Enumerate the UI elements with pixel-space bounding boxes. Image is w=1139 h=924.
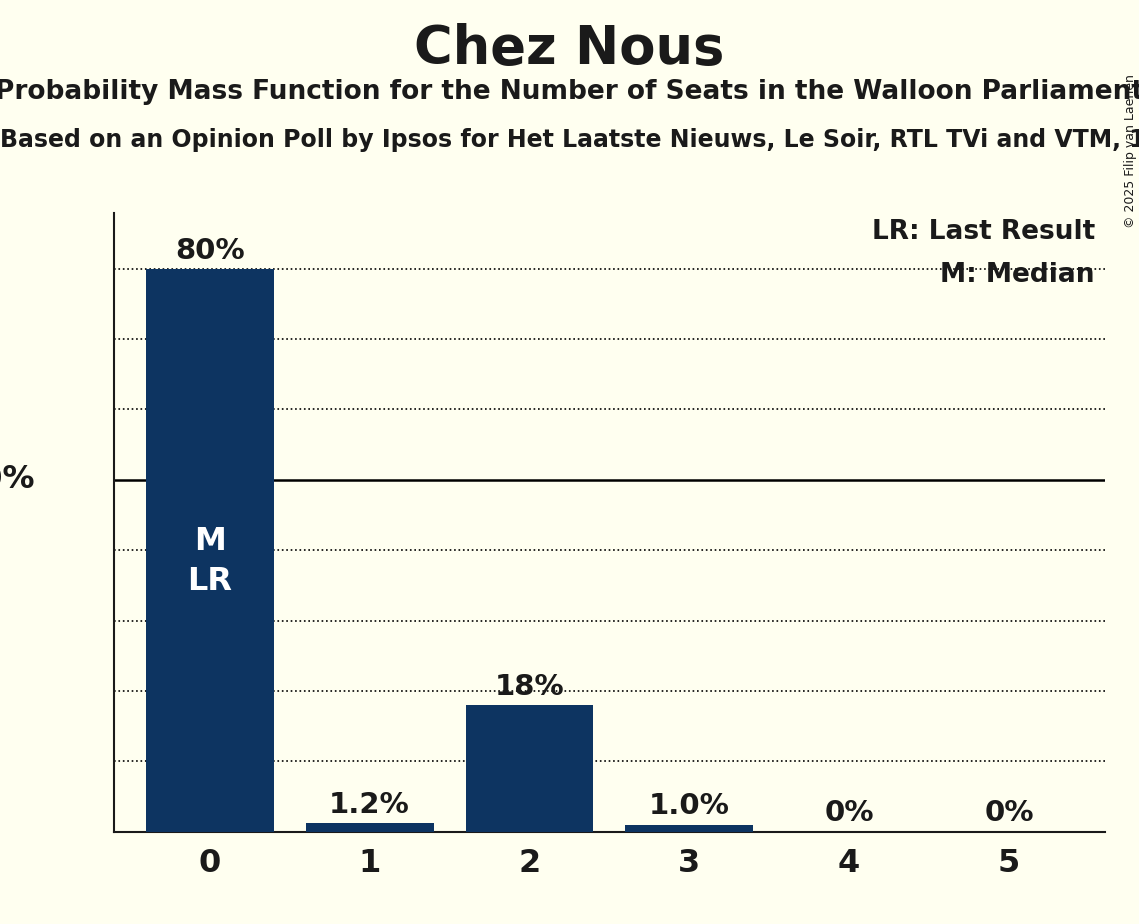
Text: Probability Mass Function for the Number of Seats in the Walloon Parliament: Probability Mass Function for the Number… (0, 79, 1139, 104)
Text: 80%: 80% (175, 237, 245, 264)
Text: 18%: 18% (494, 673, 564, 700)
Text: 1.2%: 1.2% (329, 791, 410, 819)
Bar (146, 269, 273, 832)
Text: Chez Nous: Chez Nous (415, 23, 724, 75)
Text: LR: Last Result: LR: Last Result (871, 219, 1095, 245)
Text: 50%: 50% (0, 465, 34, 495)
Text: 0%: 0% (825, 799, 874, 827)
Text: Based on an Opinion Poll by Ipsos for Het Laatste Nieuws, Le Soir, RTL TVi and V: Based on an Opinion Poll by Ipsos for He… (0, 128, 1139, 152)
Text: M: Median: M: Median (941, 262, 1095, 288)
Text: 1.0%: 1.0% (649, 793, 730, 821)
Bar (625, 824, 753, 832)
Bar (466, 705, 593, 832)
Text: © 2025 Filip van Laenen: © 2025 Filip van Laenen (1124, 74, 1137, 228)
Text: 0%: 0% (984, 799, 1034, 827)
Text: M
LR: M LR (187, 526, 232, 597)
Bar (305, 823, 434, 832)
